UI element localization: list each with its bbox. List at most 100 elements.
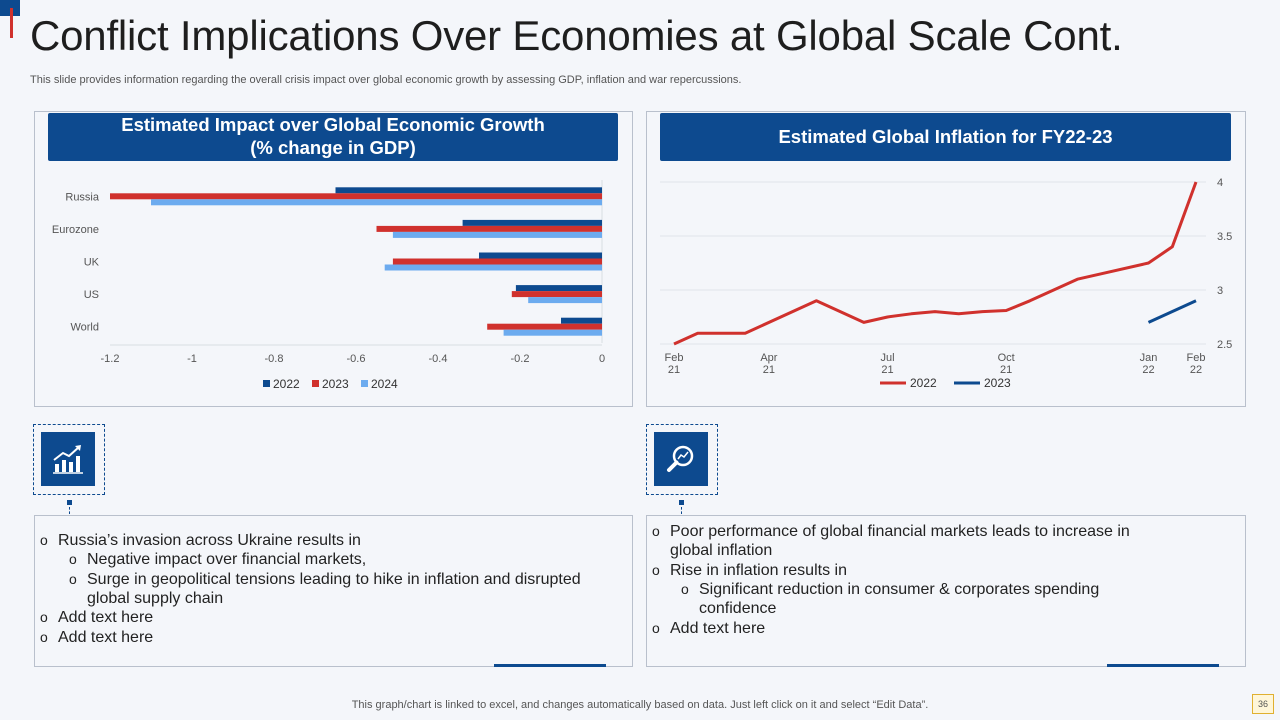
accent-line — [10, 8, 13, 38]
bullet-item: o Poor performance of global financial ma… — [652, 522, 1130, 541]
y-tick-label: 3 — [1217, 285, 1223, 297]
bullet-marker: o — [652, 523, 660, 539]
bullet-item: o Add text here — [40, 608, 153, 627]
category-label: US — [84, 289, 99, 301]
bullet-marker: o — [69, 570, 77, 587]
y-tick-label: 2.5 — [1217, 339, 1232, 351]
bullet-marker: o — [681, 580, 689, 597]
bullet-marker: o — [40, 628, 48, 645]
connector-line — [69, 507, 71, 514]
slide-title: Conflict Implications Over Economies at … — [30, 12, 1123, 59]
inflation-chart-heading: Estimated Global Inflation for FY22-23 — [660, 113, 1231, 161]
connector-dot — [67, 500, 72, 505]
x-tick-label: -0.2 — [511, 353, 530, 365]
bar-2024 — [384, 264, 602, 271]
y-tick-label: 4 — [1217, 177, 1223, 189]
legend-swatch-2022 — [263, 380, 270, 387]
bullet-text: Poor performance of global financial mar… — [670, 523, 1130, 540]
page-number: 36 — [1252, 694, 1274, 714]
bullet-text: Russia’s invasion across Ukraine results… — [58, 532, 361, 549]
x-tick-label: -0.4 — [429, 353, 448, 365]
footer-note: This graph/chart is linked to excel, and… — [351, 699, 929, 711]
bar-2024 — [528, 297, 602, 304]
category-label: Russia — [65, 191, 100, 203]
inflation-line-chart: 2.533.54Feb21Apr21Jul21Oct21Jan22Feb2220… — [660, 177, 1232, 390]
bullet-marker: o — [652, 619, 660, 636]
x-tick-label: 22 — [1190, 364, 1202, 376]
bullet-item: o Significant reduction in consumer & cor… — [681, 580, 1099, 599]
x-tick-label: Apr — [760, 352, 777, 364]
gdp-chart-heading: Estimated Impact over Global Economic Gr… — [48, 113, 618, 161]
bar-2023 — [487, 323, 602, 330]
gdp-chart-heading-line2: (% change in GDP) — [250, 137, 416, 158]
x-tick-label: 22 — [1142, 364, 1154, 376]
connector-dot — [679, 500, 684, 505]
y-tick-label: 3.5 — [1217, 231, 1232, 243]
bar-2023 — [392, 258, 602, 265]
x-tick-label: Feb — [665, 352, 684, 364]
x-tick-label: -1.2 — [101, 353, 120, 365]
gdp-chart-heading-line1: Estimated Impact over Global Economic Gr… — [121, 114, 545, 136]
bullet-text: Add text here — [670, 619, 766, 637]
inflation-chart-heading-text: Estimated Global Inflation for FY22-23 — [778, 125, 1113, 147]
bullet-item: o Negative impact over financial markets, — [69, 550, 366, 569]
bullet-text: Add text here — [58, 628, 154, 646]
x-tick-label: Jan — [1140, 352, 1158, 364]
legend-label: 2022 — [910, 376, 937, 390]
category-label: Eurozone — [52, 224, 99, 236]
line-series-2022 — [673, 181, 1198, 346]
bullet-item: o Russia’s invasion across Ukraine result… — [40, 531, 361, 550]
bar-2024 — [503, 329, 602, 336]
legend-label: 2023 — [322, 377, 349, 391]
x-tick-label: -0.6 — [347, 353, 366, 365]
bullet-item: o Rise in inflation results in — [652, 561, 847, 580]
connector-line — [681, 507, 683, 514]
category-label: UK — [84, 257, 100, 269]
legend-swatch-2024 — [361, 380, 368, 387]
bar-2022 — [515, 285, 602, 292]
bar-2023 — [511, 291, 602, 298]
left-box-tab — [494, 664, 606, 667]
bar-2022 — [561, 317, 602, 324]
bullet-item: o Add text here — [652, 619, 765, 638]
bar-2023 — [376, 225, 602, 232]
slide-subtitle: This slide provides information regardin… — [30, 74, 742, 86]
x-tick-label: 0 — [599, 353, 605, 365]
right-box-tab — [1107, 664, 1219, 667]
bar-2022 — [335, 187, 602, 194]
bullet-text: Rise in inflation results in — [670, 561, 847, 579]
bullet-marker: o — [40, 609, 48, 626]
bullet-item: global inflation — [652, 541, 772, 560]
line-series-2023 — [1147, 299, 1197, 324]
legend-swatch-2023 — [312, 380, 319, 387]
bar-2024 — [151, 199, 602, 206]
bullet-text: confidence — [699, 600, 777, 618]
bullet-item: global supply chain — [69, 589, 223, 608]
x-tick-label: 21 — [668, 364, 680, 376]
bar-2022 — [462, 219, 602, 226]
x-tick-label: 21 — [1000, 364, 1012, 376]
bullet-marker: o — [652, 561, 660, 578]
legend-label: 2024 — [371, 377, 398, 391]
bullet-marker: o — [40, 532, 48, 548]
x-tick-label: -1 — [187, 353, 197, 365]
growth-chart-icon — [41, 432, 95, 486]
bar-2024 — [392, 231, 602, 238]
bar-2023 — [110, 193, 602, 200]
legend-label: 2023 — [984, 376, 1011, 390]
bullet-text: Add text here — [58, 609, 154, 627]
bullet-text: global inflation — [670, 542, 773, 560]
x-tick-label: 21 — [763, 364, 775, 376]
x-tick-label: Jul — [881, 352, 895, 364]
bullet-text: Significant reduction in consumer & corp… — [699, 580, 1100, 598]
x-tick-label: Oct — [998, 352, 1015, 364]
bullet-text: global supply chain — [87, 589, 224, 607]
growth-icon-frame — [33, 424, 105, 495]
left-text-box: o Russia’s invasion across Ukraine result… — [34, 515, 633, 667]
bullet-marker: o — [69, 551, 77, 568]
bullet-text: Negative impact over financial markets, — [87, 551, 367, 569]
right-text-box: o Poor performance of global financial ma… — [646, 515, 1246, 667]
bar-2022 — [479, 252, 602, 259]
gdp-bar-chart: Russia Eurozone UK US World -1.2 -1 -0.8 -0.6 -0.… — [52, 180, 605, 391]
x-tick-label: 21 — [881, 364, 893, 376]
